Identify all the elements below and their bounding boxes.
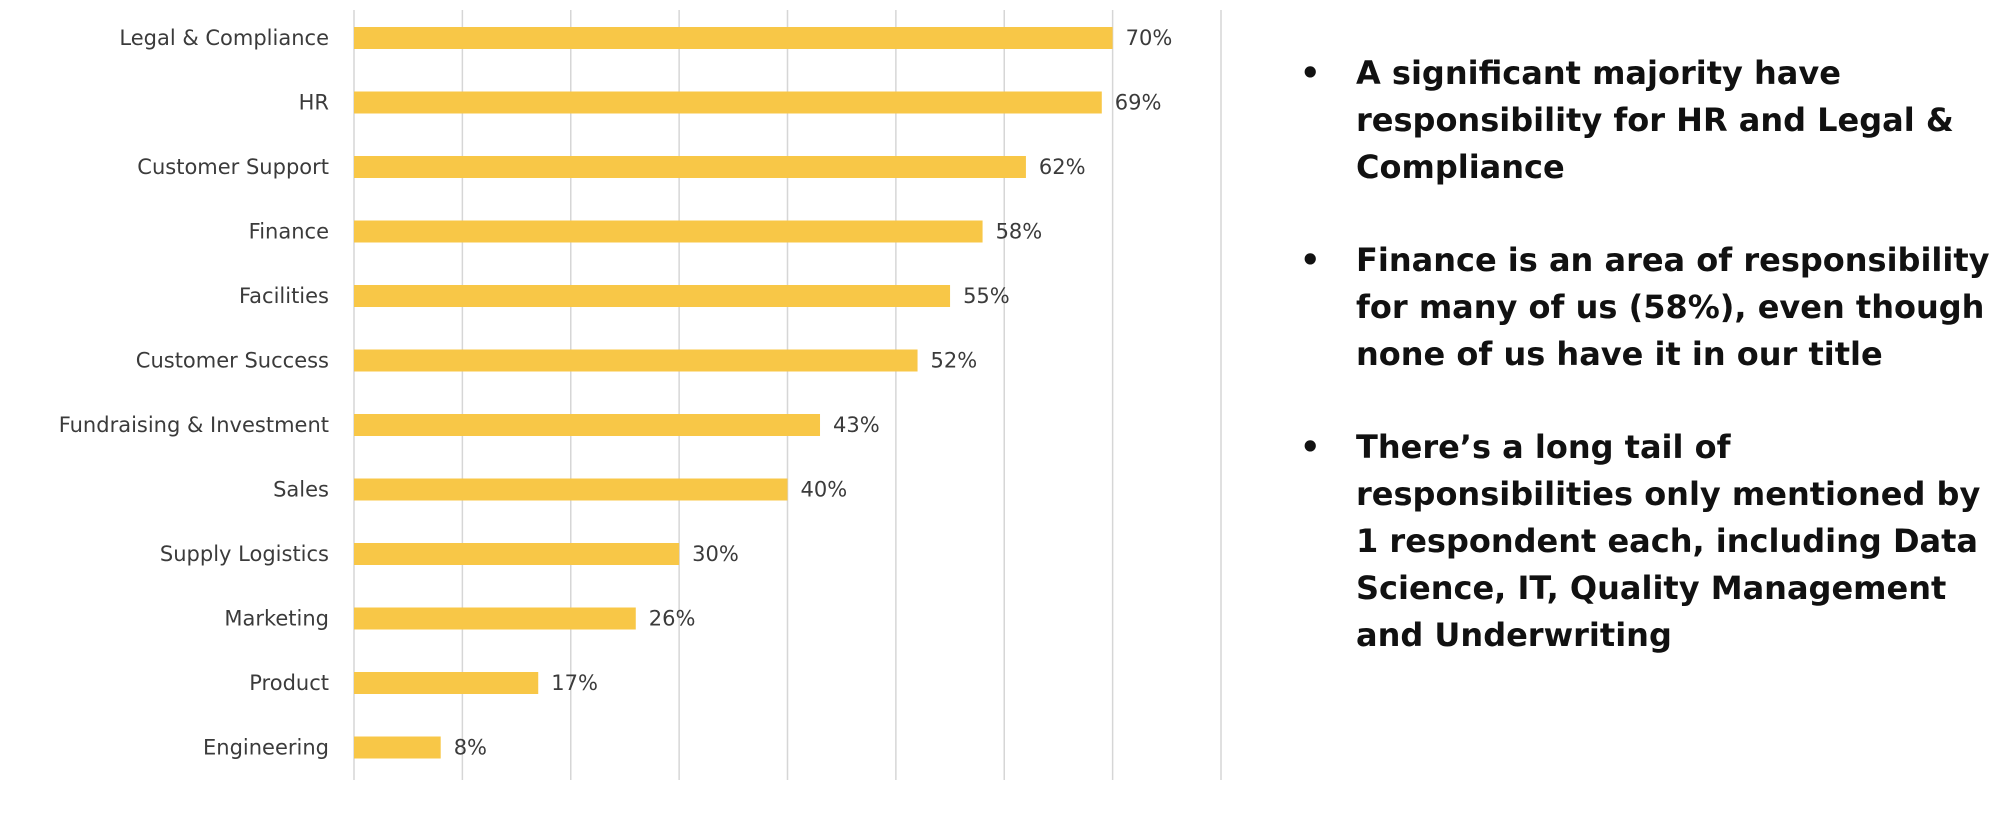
bar xyxy=(354,543,680,565)
data-label: 55% xyxy=(963,284,1010,308)
data-label: 69% xyxy=(1115,91,1162,115)
bar xyxy=(354,27,1113,49)
category-label: Marketing xyxy=(224,607,329,631)
finding-item: • A significant majority have responsibil… xyxy=(1300,50,1990,191)
category-label: Product xyxy=(249,671,329,695)
category-label: Sales xyxy=(273,478,329,502)
category-label: Engineering xyxy=(203,736,329,760)
data-label: 30% xyxy=(692,542,739,566)
bar xyxy=(354,672,539,694)
data-label: 26% xyxy=(649,607,696,631)
finding-text: Finance is an area of responsibility for… xyxy=(1356,241,1990,373)
data-label: 17% xyxy=(551,671,598,695)
chart-svg: Legal & Compliance 70% HR 69% Customer Suppo… xyxy=(59,10,1222,780)
category-label: Customer Support xyxy=(137,155,329,179)
category-label: Supply Logistics xyxy=(160,542,329,566)
data-label: 62% xyxy=(1039,155,1086,179)
category-label: Customer Success xyxy=(136,349,329,373)
data-label: 70% xyxy=(1126,26,1173,50)
bar xyxy=(354,220,983,243)
bar xyxy=(354,607,636,630)
finding-text: There’s a long tail of responsibilities … xyxy=(1356,428,1981,654)
bullet-icon: • xyxy=(1300,54,1321,92)
finding-item: • Finance is an area of responsibility fo… xyxy=(1300,237,1990,378)
category-label: Facilities xyxy=(239,284,329,308)
bar xyxy=(354,349,918,372)
bar xyxy=(354,478,788,501)
bullet-icon: • xyxy=(1300,241,1321,279)
category-label: Finance xyxy=(249,220,329,244)
bar-chart: Legal & Compliance 70% HR 69% Customer Suppo… xyxy=(59,10,1222,780)
finding-text: A significant majority have responsibili… xyxy=(1356,54,1954,186)
data-label: 43% xyxy=(833,413,880,437)
bar xyxy=(354,414,821,436)
key-findings-list: • A significant majority have responsibil… xyxy=(1300,50,1990,705)
bar xyxy=(354,736,441,759)
data-label: 58% xyxy=(996,220,1043,244)
bar xyxy=(354,156,1026,178)
bullet-icon: • xyxy=(1300,428,1321,466)
category-label: Fundraising & Investment xyxy=(59,413,329,437)
category-label: HR xyxy=(299,91,329,115)
data-label: 52% xyxy=(931,349,978,373)
data-label: 8% xyxy=(454,736,487,760)
bar xyxy=(354,285,951,307)
bar xyxy=(354,91,1102,114)
finding-item: • There’s a long tail of responsibilities… xyxy=(1300,424,1990,659)
category-label: Legal & Compliance xyxy=(119,26,329,50)
data-label: 40% xyxy=(801,478,848,502)
